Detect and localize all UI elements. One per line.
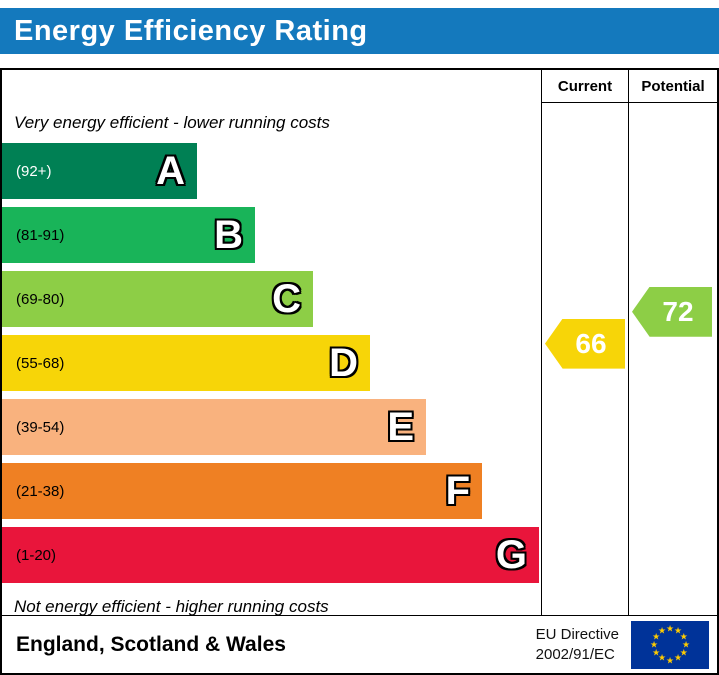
band-row-c: (69-80) C [2,271,313,327]
header-current-label: Current [541,70,628,103]
potential-marker-value: 72 [662,295,694,327]
footer: England, Scotland & Wales EU Directive 2… [2,615,717,673]
band-letter: E [387,405,414,449]
band-row-a: (92+) A [2,143,197,199]
band-row-d: (55-68) D [2,335,370,391]
current-marker-value: 66 [575,327,607,359]
band-row-e: (39-54) E [2,399,426,455]
eu-flag: ★ ★ ★ ★ ★ ★ ★ ★ ★ ★ ★ ★ [631,620,709,669]
band-range: (39-54) [16,418,65,436]
current-column: 66 [541,103,628,615]
eu-directive-line2: 2002/91/EC [535,645,615,663]
band-range: (55-68) [16,354,65,372]
potential-marker: 72 [632,286,712,337]
footer-region-label: England, Scotland & Wales [16,632,286,656]
band-range: (81-91) [16,226,65,244]
potential-column: 72 [628,103,717,615]
header-potential-label: Potential [628,70,717,103]
band-row-g: (1-20) G [2,527,539,583]
title-bar: Energy Efficiency Rating [0,8,719,54]
band-letter: A [156,149,185,193]
header-spacer [2,70,541,103]
band-letter: G [495,533,527,577]
band-letter: C [272,277,301,321]
eu-directive-text: EU Directive 2002/91/EC [536,625,619,664]
current-marker: 66 [545,318,625,369]
bottom-note: Not energy efficient - higher running co… [14,597,329,615]
band-range: (1-20) [16,546,57,564]
band-letter: D [329,341,358,385]
eu-directive-line1: EU Directive [535,626,619,643]
band-letter: B [214,213,243,257]
epc-table: Current Potential Very energy efficient … [0,68,719,675]
top-note: Very energy efficient - lower running co… [14,113,330,132]
band-range: (69-80) [16,290,65,308]
band-range: (92+) [16,162,52,180]
page-title: Energy Efficiency Rating [14,14,368,47]
band-range: (21-38) [16,482,65,500]
band-row-f: (21-38) F [2,463,482,519]
band-row-b: (81-91) B [2,207,255,263]
bars-area: Very energy efficient - lower running co… [2,103,541,615]
band-letter: F [445,469,470,513]
